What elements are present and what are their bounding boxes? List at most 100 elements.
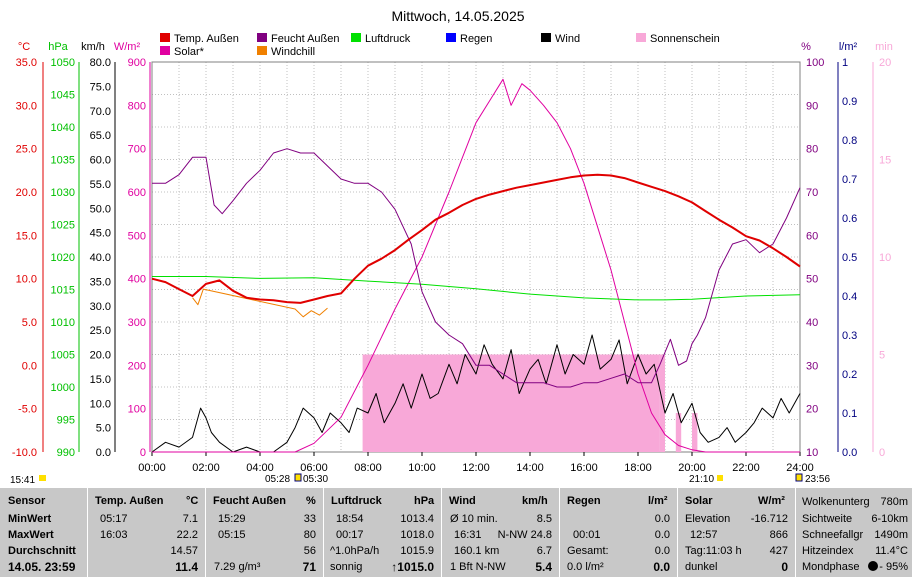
humidity-unit: % xyxy=(306,495,316,507)
temp-max: 22.2 xyxy=(176,529,198,541)
sun-marker-icon xyxy=(39,475,46,481)
wind-run: 160.1 km xyxy=(454,545,500,557)
wind-axis-tick-label: 35.0 xyxy=(90,276,111,288)
humidity-axis-tick-label: 20 xyxy=(806,404,818,416)
pressure-axis-tick-label: 1010 xyxy=(51,317,75,329)
pressure-axis-unit-label: hPa xyxy=(48,41,68,53)
solar-axis-tick-label: 400 xyxy=(128,274,146,286)
time-tick-label: 00:00 xyxy=(138,462,166,474)
humidity-axis-tick-label: 40 xyxy=(806,317,818,329)
temp-axis-tick-label: 15.0 xyxy=(16,230,37,242)
rain-axis-tick-label: 0.5 xyxy=(842,252,857,264)
wind-beaufort: 1 Bft N-NW xyxy=(450,561,506,573)
humidity-axis-tick-label: 80 xyxy=(806,144,818,156)
sunshine-bar xyxy=(659,354,665,452)
humidity-line xyxy=(152,148,801,388)
temp-unit: °C xyxy=(186,495,199,507)
moon-phase-label: Mondphase xyxy=(802,561,860,573)
temp-axis-tick-label: 0.0 xyxy=(22,360,37,372)
temp-current: 11.4 xyxy=(175,560,198,574)
wind-avg-label: Ø 10 min. xyxy=(450,513,498,525)
legend-swatch xyxy=(257,46,267,55)
pressure-axis-tick-label: 1045 xyxy=(51,90,75,102)
temp-axis-tick-label: 10.0 xyxy=(16,274,37,286)
rain-unit: l/m² xyxy=(648,495,668,507)
rain-axis-tick-label: 0.2 xyxy=(842,369,857,381)
pressure-line xyxy=(152,276,801,301)
humidity-min: 33 xyxy=(303,513,316,525)
left-time-label: 15:41 xyxy=(10,475,35,486)
temp-axis-tick-label: 5.0 xyxy=(22,317,37,329)
sunshine-axis-tick-label: 0 xyxy=(879,447,885,459)
wind-axis-unit-label: km/h xyxy=(81,41,105,53)
sensor-header: Sensor xyxy=(8,495,46,507)
weather-chart: Mittwoch, 14.05.2025 Temp. Außen Feucht A… xyxy=(10,8,893,486)
legend-label: Windchill xyxy=(271,46,315,58)
wind-axis-tick-label: 80.0 xyxy=(90,57,111,69)
sunshine-axis-tick-label: 10 xyxy=(879,252,891,264)
heat-index-label: Hitzeindex xyxy=(802,545,854,557)
solar-current: 0 xyxy=(781,560,788,574)
legend-swatch xyxy=(541,33,551,42)
time-tick-label: 22:00 xyxy=(732,462,760,474)
day-length: Tag:11:03 h xyxy=(685,545,742,557)
temperature-line xyxy=(151,173,801,304)
rain-axis-tick-label: 0.7 xyxy=(842,174,857,186)
wind-avg: 8.5 xyxy=(536,513,552,525)
legend-swatch xyxy=(446,33,456,42)
pressure-avg: 1015.9 xyxy=(400,545,434,557)
pressure-unit: hPa xyxy=(414,495,435,507)
legend: Temp. Außen Feucht Außen Luftdruck Regen Win… xyxy=(160,33,720,58)
sunshine-axis-tick-label: 15 xyxy=(879,155,891,167)
rain-axis-tick-label: 0.1 xyxy=(842,408,857,420)
temp-min-time: 05:17 xyxy=(100,513,128,525)
windchill-line xyxy=(192,288,328,318)
wind-unit: km/h xyxy=(522,495,548,507)
humidity-axis-tick-label: 60 xyxy=(806,230,818,242)
rain-axis-tick-label: 1 xyxy=(842,57,848,69)
pressure-min-time: 18:54 xyxy=(336,513,364,525)
row-label-current: 14.05. 23:59 xyxy=(8,560,76,574)
rain-current: 0.0 xyxy=(653,560,670,574)
humidity-header: Feucht Außen xyxy=(213,495,286,507)
legend-swatch xyxy=(351,33,361,42)
legend-swatch xyxy=(257,33,267,42)
wind-axis-tick-label: 10.0 xyxy=(90,398,111,410)
solar-axis-tick-label: 600 xyxy=(128,187,146,199)
humidity-axis-tick-label: 30 xyxy=(806,360,818,372)
rain-min: 0.0 xyxy=(654,513,670,525)
time-markers: 15:41 05:28 05:30 21:10 23:56 xyxy=(10,473,830,486)
sunshine-axis-unit-label: min xyxy=(875,41,893,53)
solar-max: 866 xyxy=(769,529,788,541)
solar-axis-unit-label: W/m² xyxy=(114,41,141,53)
time-tick-label: 12:00 xyxy=(462,462,490,474)
humidity-max: 80 xyxy=(303,529,316,541)
sunshine-bar xyxy=(675,413,682,452)
moon-phase: - 95% xyxy=(879,561,908,573)
temp-axis-tick-label: -10.0 xyxy=(12,447,37,459)
row-label-min: MinWert xyxy=(8,513,52,525)
col-separator xyxy=(205,488,206,577)
solar-axis-tick-label: 200 xyxy=(128,360,146,372)
temp-axis-tick-label: 25.0 xyxy=(16,144,37,156)
humidity-axis-tick-label: 100 xyxy=(806,57,824,69)
pressure-axis-tick-label: 1015 xyxy=(51,285,75,297)
rain-total: 0.0 xyxy=(654,545,670,557)
col-separator xyxy=(795,488,796,577)
wind-axis-tick-label: 65.0 xyxy=(90,130,111,142)
series-layer xyxy=(151,78,801,453)
wind-axis-tick-label: 70.0 xyxy=(90,106,111,118)
wind-max-time: 16:31 xyxy=(454,529,482,541)
legend-label: Solar* xyxy=(174,46,205,58)
pressure-axis-tick-label: 995 xyxy=(57,415,75,427)
legend-swatch xyxy=(160,46,170,55)
visibility-label: Sichtweite xyxy=(802,513,853,525)
legend-label: Luftdruck xyxy=(365,33,411,45)
col-separator xyxy=(677,488,678,577)
row-label-avg: Durchschnitt xyxy=(8,545,76,557)
temp-axis-tick-label: 20.0 xyxy=(16,187,37,199)
legend-label: Feucht Außen xyxy=(271,33,340,45)
cloud-base-label: Wolkenunterg xyxy=(802,496,870,508)
humidity-avg: 56 xyxy=(303,545,316,557)
humidity-absolute: 7.29 g/m³ xyxy=(214,561,261,573)
